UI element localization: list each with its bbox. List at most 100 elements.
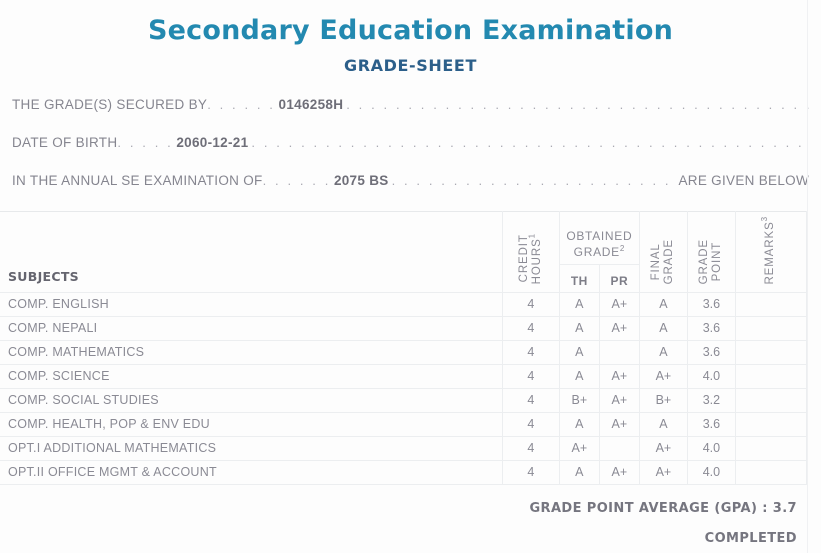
header-grade-point-label: GRADE POINT: [698, 239, 724, 285]
table-row: COMP. SCIENCE 4 A A+ A+ 4.0: [0, 363, 808, 389]
cell-remarks: [735, 435, 808, 461]
table-header-row-2: TH PR: [0, 264, 807, 293]
cell-grade-point: 3.6: [687, 411, 736, 437]
cell-subject: COMP. SCIENCE: [0, 363, 503, 389]
header-credit-hours: CREDIT HOURS1: [502, 211, 560, 293]
header-subjects: SUBJECTS: [0, 211, 503, 293]
cell-grade-point: 4.0: [687, 435, 736, 461]
cell-theory-grade: A+: [559, 435, 600, 461]
header-grade-point: GRADE POINT: [687, 211, 736, 293]
table-row: COMP. SOCIAL STUDIES 4 B+ A+ B+ 3.2: [0, 387, 808, 413]
gpa-value: GRADE POINT AVERAGE (GPA) : 3.7: [529, 500, 797, 516]
cell-credit-hours: 4: [502, 363, 560, 389]
cell-practical-grade: A+: [599, 363, 640, 389]
header-obtained-grade-label: OBTAINED GRADE: [566, 228, 633, 260]
cell-subject: COMP. HEALTH, POP & ENV EDU: [0, 411, 503, 437]
cell-theory-grade: A: [559, 291, 600, 317]
cell-credit-hours: 4: [502, 411, 560, 437]
cell-grade-point: 4.0: [687, 363, 736, 389]
cell-credit-hours: 4: [502, 459, 560, 485]
symbol-trail-dots: . . . . . . . . . . . . . . . . . . . . …: [346, 97, 809, 113]
header-final-grade: FINAL GRADE: [639, 211, 688, 293]
exam-year-lead-dots: . . . . . .: [262, 173, 331, 189]
cell-theory-grade: B+: [559, 387, 600, 413]
cell-practical-grade: [599, 339, 640, 365]
cell-practical-grade: A+: [599, 291, 640, 317]
exam-year-value: 2075 BS: [333, 173, 389, 189]
cell-practical-grade: [599, 435, 640, 461]
cell-grade-point: 4.0: [687, 459, 736, 485]
grade-table-body: COMP. ENGLISH 4 A A+ A 3.6 COMP. NEPALI 4 A A+ A 3.…: [0, 291, 808, 485]
table-row: COMP. MATHEMATICS 4 A A 3.6: [0, 339, 808, 365]
obtained-grade-footnote-marker: 2: [619, 244, 626, 254]
info-line-dob: DATE OF BIRTH . . . . . 2060-12-21 . . .…: [12, 135, 809, 151]
cell-remarks: [735, 315, 808, 341]
cell-practical-grade: A+: [599, 315, 640, 341]
cell-final-grade: A: [639, 291, 688, 317]
cell-remarks: [735, 291, 808, 317]
cell-final-grade: A+: [639, 363, 688, 389]
page-subtitle: GRADE-SHEET: [344, 56, 477, 76]
cell-remarks: [735, 411, 808, 437]
cell-grade-point: 3.6: [687, 291, 736, 317]
grade-table-head: SUBJECTS CREDIT HOURS1 OBTAINED GRADE2 F…: [0, 211, 808, 293]
table-header-row-1: SUBJECTS CREDIT HOURS1 OBTAINED GRADE2 F…: [0, 211, 808, 293]
table-row: OPT.I ADDITIONAL MATHEMATICS 4 A+ A+ 4.0: [0, 435, 808, 461]
student-info-block: THE GRADE(S) SECURED BY . . . . . . 0146…: [0, 75, 821, 189]
status-badge: COMPLETED: [704, 530, 797, 546]
dob-trail-dots: . . . . . . . . . . . . . . . . . . . . …: [251, 135, 809, 151]
cell-credit-hours: 4: [502, 435, 560, 461]
info-line-exam-year: IN THE ANNUAL SE EXAMINATION OF . . . . …: [12, 173, 809, 189]
cell-credit-hours: 4: [502, 339, 560, 365]
dob-label: DATE OF BIRTH: [12, 135, 118, 151]
symbol-lead-dots: . . . . . .: [207, 97, 276, 113]
gradesheet-footer: GRADE POINT AVERAGE (GPA) : 3.7 COMPLETE…: [0, 485, 807, 546]
info-line-symbol: THE GRADE(S) SECURED BY . . . . . . 0146…: [12, 97, 809, 113]
grade-table: SUBJECTS CREDIT HOURS1 OBTAINED GRADE2 F…: [0, 211, 808, 485]
cell-final-grade: A+: [639, 459, 688, 485]
header-remarks-label: REMARKS3: [760, 216, 777, 285]
cell-remarks: [735, 459, 808, 485]
page-right-rule: [807, 0, 808, 553]
cell-final-grade: B+: [639, 387, 688, 413]
cell-practical-grade: A+: [599, 387, 640, 413]
dob-lead-dots: . . . . .: [117, 135, 174, 151]
cell-grade-point: 3.2: [687, 387, 736, 413]
cell-credit-hours: 4: [502, 315, 560, 341]
remarks-footnote-marker: 3: [760, 216, 770, 222]
cell-subject: COMP. NEPALI: [0, 315, 503, 341]
cell-subject: OPT.II OFFICE MGMT & ACCOUNT: [0, 459, 503, 485]
exam-year-label: IN THE ANNUAL SE EXAMINATION OF: [12, 173, 263, 189]
cell-practical-grade: A+: [599, 459, 640, 485]
cell-theory-grade: A: [559, 411, 600, 437]
cell-remarks: [735, 363, 808, 389]
cell-theory-grade: A: [559, 315, 600, 341]
header-credit-hours-label: CREDIT HOURS1: [517, 233, 543, 285]
header-obtained-grade: OBTAINED GRADE2: [559, 211, 640, 266]
table-row: COMP. NEPALI 4 A A+ A 3.6: [0, 315, 808, 341]
cell-practical-grade: A+: [599, 411, 640, 437]
cell-remarks: [735, 339, 808, 365]
credit-hours-footnote-marker: 1: [526, 233, 536, 239]
cell-subject: COMP. SOCIAL STUDIES: [0, 387, 503, 413]
cell-final-grade: A: [639, 315, 688, 341]
table-row: COMP. HEALTH, POP & ENV EDU 4 A A+ A 3.6: [0, 411, 808, 437]
cell-theory-grade: A: [559, 459, 600, 485]
exam-year-tail-text: ARE GIVEN BELOW: [678, 173, 809, 189]
header-final-grade-label: FINAL GRADE: [650, 239, 676, 285]
header-theory: TH: [559, 264, 600, 293]
exam-year-trail-dots: . . . . . . . . . . . . . . . . . . . . …: [391, 173, 675, 189]
cell-subject: COMP. MATHEMATICS: [0, 339, 503, 365]
table-row: COMP. ENGLISH 4 A A+ A 3.6: [0, 291, 808, 317]
header-practical: PR: [599, 264, 640, 293]
symbol-number-value: 0146258H: [278, 97, 344, 113]
cell-theory-grade: A: [559, 339, 600, 365]
cell-grade-point: 3.6: [687, 339, 736, 365]
table-row: OPT.II OFFICE MGMT & ACCOUNT 4 A A+ A+ 4.0: [0, 459, 808, 485]
cell-credit-hours: 4: [502, 387, 560, 413]
cell-final-grade: A+: [639, 435, 688, 461]
cell-grade-point: 3.6: [687, 315, 736, 341]
header-remarks: REMARKS3: [735, 211, 808, 293]
cell-subject: OPT.I ADDITIONAL MATHEMATICS: [0, 435, 503, 461]
